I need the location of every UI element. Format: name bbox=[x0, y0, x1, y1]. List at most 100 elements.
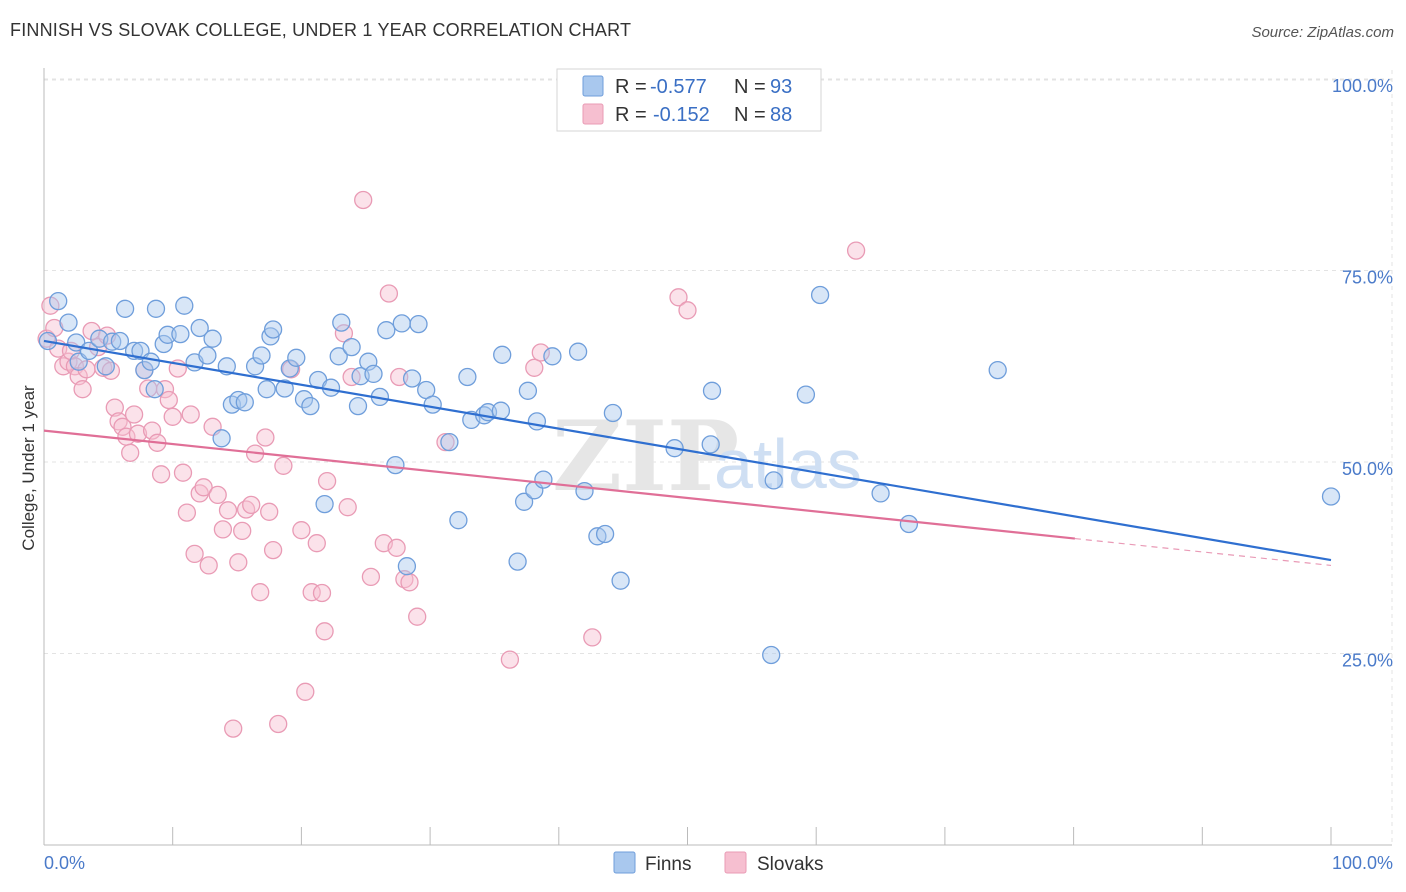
finns-point bbox=[603, 403, 623, 423]
finns-point bbox=[49, 291, 68, 311]
slovaks-point bbox=[669, 288, 688, 307]
finns-point bbox=[252, 346, 271, 365]
finns-point bbox=[611, 571, 630, 590]
finns-point bbox=[275, 379, 294, 398]
legend-n-label-finns: N = bbox=[734, 76, 766, 98]
slovaks-point bbox=[185, 544, 204, 564]
finns-point bbox=[212, 429, 231, 448]
slovaks-point bbox=[846, 241, 866, 260]
slovaks-point bbox=[525, 358, 544, 377]
finns-point bbox=[409, 314, 428, 334]
finns-point bbox=[146, 299, 166, 318]
finns-point bbox=[103, 332, 122, 351]
finns-point bbox=[810, 285, 830, 305]
finns-point bbox=[154, 334, 173, 354]
finns-point bbox=[899, 514, 919, 534]
finns-point bbox=[115, 299, 135, 318]
finns-point bbox=[377, 321, 396, 340]
finns-point bbox=[257, 380, 276, 399]
finns-point bbox=[595, 524, 615, 544]
y-tick-label: 50.0% bbox=[1342, 459, 1393, 479]
finns-point bbox=[701, 435, 720, 454]
finns-point bbox=[568, 342, 588, 361]
trend-lines bbox=[43, 339, 1332, 567]
slovaks-point bbox=[338, 498, 357, 517]
legend-r-label-slovaks: R = bbox=[615, 104, 647, 126]
bottom-legend-swatch-finns bbox=[613, 851, 636, 874]
y-axis-title: College, Under 1 year bbox=[19, 385, 38, 551]
finns-point bbox=[493, 345, 512, 364]
finns-point bbox=[342, 337, 361, 357]
finns-point bbox=[386, 455, 405, 475]
slovaks-point bbox=[260, 502, 279, 521]
finns-point bbox=[871, 484, 890, 503]
slovaks-point bbox=[334, 324, 354, 343]
legend-n-slovaks: 88 bbox=[770, 104, 792, 126]
finns-point bbox=[543, 347, 562, 366]
slovaks-point bbox=[233, 521, 252, 541]
slovaks-point bbox=[213, 520, 233, 539]
legend-r-finns: -0.577 bbox=[650, 76, 707, 98]
y-tick-labels: 25.0% 50.0% 75.0% 100.0% bbox=[1332, 76, 1393, 671]
finns-point bbox=[245, 357, 265, 376]
slovaks-point bbox=[281, 360, 301, 379]
slovaks-point bbox=[307, 534, 326, 553]
finns-point bbox=[175, 296, 194, 315]
finns-point bbox=[190, 318, 209, 338]
finns-point bbox=[575, 481, 594, 501]
finns-point bbox=[702, 381, 722, 400]
slovaks-point bbox=[315, 622, 334, 641]
slovaks-point bbox=[274, 456, 293, 475]
slovaks-point bbox=[583, 628, 602, 647]
grid-lines bbox=[44, 70, 1393, 845]
finns-point bbox=[235, 393, 254, 412]
finns-point bbox=[762, 645, 781, 665]
finns-point bbox=[96, 357, 115, 376]
finns-point bbox=[449, 511, 468, 530]
finns-point bbox=[397, 557, 417, 576]
watermark-atlas: atlas bbox=[714, 425, 862, 503]
finns-point bbox=[332, 313, 351, 332]
y-tick-label: 25.0% bbox=[1342, 651, 1393, 671]
legend-r-label-finns: R = bbox=[615, 76, 647, 98]
finns-point bbox=[294, 390, 314, 409]
finns-point bbox=[796, 385, 816, 404]
slovaks-points bbox=[37, 190, 866, 738]
finns-point bbox=[59, 313, 78, 332]
finns-point bbox=[988, 360, 1007, 380]
slovaks-point bbox=[296, 682, 315, 701]
finns-point bbox=[392, 314, 411, 333]
finns-point bbox=[348, 396, 368, 416]
slovaks-point bbox=[151, 465, 171, 484]
finns-point bbox=[534, 470, 553, 489]
slovaks-point bbox=[312, 583, 332, 603]
watermark: ZIP atlas bbox=[552, 400, 862, 513]
slovaks-point bbox=[113, 417, 132, 436]
finns-point bbox=[514, 492, 534, 511]
bottom-legend-slovaks: Slovaks bbox=[757, 854, 824, 875]
finns-point bbox=[458, 367, 477, 387]
bottom-legend: Finns Slovaks bbox=[613, 851, 824, 875]
x-tick-label-min: 0.0% bbox=[44, 853, 85, 873]
bottom-legend-swatch-slovaks bbox=[724, 851, 747, 874]
source-label: Source: ZipAtlas.com bbox=[1251, 24, 1394, 41]
slovaks-point bbox=[163, 407, 182, 426]
slovaks-point bbox=[229, 553, 248, 572]
slovaks-point bbox=[208, 485, 227, 505]
slovaks-point bbox=[73, 380, 92, 399]
slovaks-point bbox=[292, 521, 311, 540]
legend-r-slovaks: -0.152 bbox=[653, 104, 710, 126]
finns-point bbox=[764, 471, 783, 490]
slovaks-point bbox=[124, 405, 144, 424]
slovaks-point bbox=[155, 380, 175, 399]
finns-points bbox=[38, 285, 1341, 665]
finns-point bbox=[110, 331, 130, 351]
finns-point bbox=[329, 347, 348, 366]
slovaks-point bbox=[354, 190, 373, 210]
slovaks-point bbox=[361, 567, 381, 587]
finns-point bbox=[440, 432, 459, 452]
slovaks-point bbox=[218, 501, 238, 520]
slovaks-point bbox=[387, 538, 406, 557]
slovaks-point bbox=[242, 495, 261, 515]
chart-title: FINNISH VS SLOVAK COLLEGE, UNDER 1 YEAR … bbox=[10, 20, 632, 40]
